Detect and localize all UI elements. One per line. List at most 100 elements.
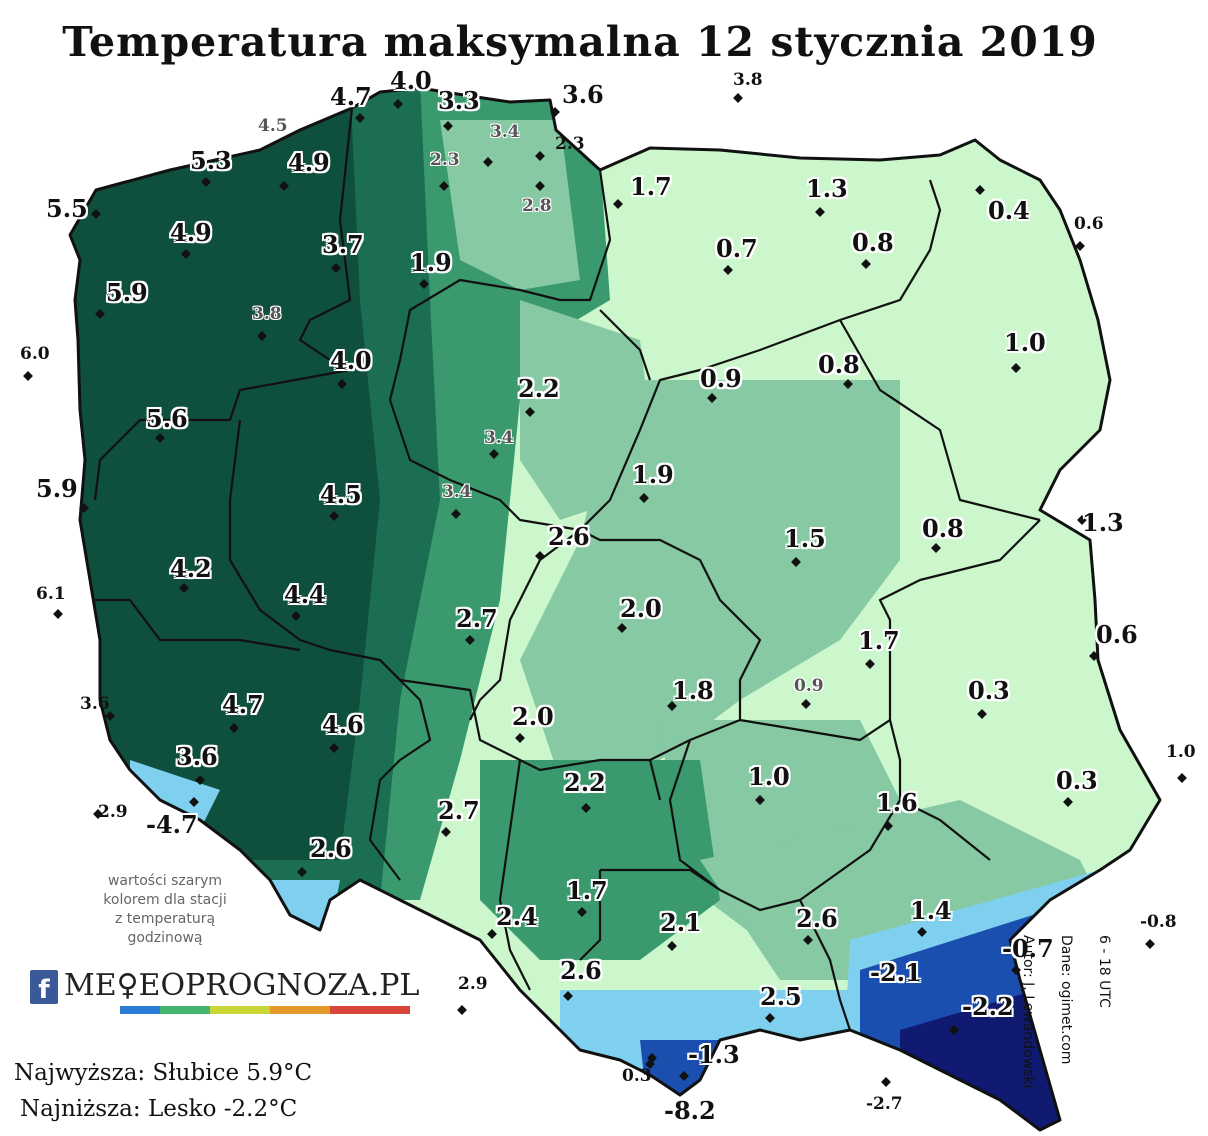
station-temperature: 5.9: [106, 278, 148, 307]
station-temperature: -2.7: [866, 1094, 903, 1114]
station-marker: [291, 163, 301, 173]
station-temperature: 4.9: [288, 148, 330, 177]
station-temperature: 3.4: [442, 482, 472, 502]
station-marker: [23, 371, 33, 381]
station-marker: [707, 393, 717, 403]
station-marker: [861, 259, 871, 269]
author-credit: Autor: J. Lewandowski: [1020, 935, 1036, 1089]
station-marker: [581, 803, 591, 813]
station-temperature: 0.4: [988, 196, 1030, 225]
time-range-credit: 6 - 18 UTC: [1096, 935, 1112, 1008]
station-temperature: 4.0: [330, 346, 372, 375]
station-marker: [535, 151, 545, 161]
station-marker: [723, 265, 733, 275]
station-temperature: 4.2: [170, 554, 212, 583]
station-marker: [419, 279, 429, 289]
lowest-temperature: Najniższa: Lesko -2.2°C: [20, 1096, 298, 1122]
station-temperature: 0.3: [1056, 766, 1098, 795]
station-temperature: 3.6: [562, 80, 604, 109]
station-markers: [23, 93, 1187, 1087]
station-marker: [525, 407, 535, 417]
station-marker: [337, 379, 347, 389]
station-temperature: 1.7: [566, 876, 608, 905]
station-marker: [1077, 515, 1087, 525]
station-temperature: 0.9: [700, 364, 742, 393]
station-temperature: 2.0: [512, 702, 554, 731]
station-temperature: 2.0: [620, 594, 662, 623]
station-marker: [613, 199, 623, 209]
station-temperature: 2.2: [518, 374, 560, 403]
station-temperature: 2.6: [796, 904, 838, 933]
data-source-credit: Dane: ogimet.com: [1058, 935, 1074, 1065]
station-temperature: 5.6: [146, 404, 188, 433]
highest-temperature: Najwyższa: Słubice 5.9°C: [14, 1060, 313, 1086]
station-temperature: 2.3: [555, 134, 585, 154]
facebook-icon[interactable]: f: [30, 970, 58, 1005]
station-marker: [329, 743, 339, 753]
station-marker: [181, 249, 191, 259]
station-marker: [1011, 965, 1021, 975]
station-marker: [865, 659, 875, 669]
station-marker: [195, 775, 205, 785]
station-temperature: 1.7: [630, 172, 672, 201]
station-marker: [189, 797, 199, 807]
note-line: godzinową: [127, 930, 203, 946]
station-marker: [489, 449, 499, 459]
station-marker: [883, 821, 893, 831]
station-marker: [457, 1005, 467, 1015]
station-temperature: 3.8: [733, 70, 763, 90]
station-temperature: 3.3: [438, 86, 480, 115]
station-marker: [931, 543, 941, 553]
station-marker: [105, 711, 115, 721]
station-marker: [279, 181, 289, 191]
station-temperature: 2.7: [438, 796, 480, 825]
station-temperature: 0.3: [622, 1066, 652, 1086]
station-temperature: 4.4: [284, 580, 326, 609]
station-marker: [483, 157, 493, 167]
station-marker: [815, 207, 825, 217]
station-temperature: 4.5: [320, 480, 362, 509]
station-temperature: 1.3: [1082, 508, 1124, 537]
station-temperature: 0.8: [852, 228, 894, 257]
station-temperature: 3.6: [176, 742, 218, 771]
station-temperature: 1.4: [910, 896, 952, 925]
station-marker: [1145, 939, 1155, 949]
station-marker: [977, 709, 987, 719]
station-temperature: 2.6: [548, 522, 590, 551]
station-marker: [667, 701, 677, 711]
station-marker: [201, 177, 211, 187]
station-temperature: 2.6: [560, 956, 602, 985]
station-temperature: 1.6: [876, 788, 918, 817]
station-marker: [91, 209, 101, 219]
station-temperature: 0.6: [1074, 214, 1104, 234]
station-temperature: 1.9: [632, 460, 674, 489]
station-temperature: 1.0: [1004, 328, 1046, 357]
station-marker: [331, 263, 341, 273]
station-temperature: 6.1: [36, 584, 66, 604]
station-marker: [487, 929, 497, 939]
station-marker: [179, 583, 189, 593]
station-marker: [535, 181, 545, 191]
station-temperature: 1.9: [410, 248, 452, 277]
credits: Autor: J. Lewandowski Dane: ogimet.com 6…: [1020, 935, 1140, 1125]
station-temperature: 3.6: [80, 694, 110, 714]
station-marker: [791, 557, 801, 567]
station-marker: [1011, 363, 1021, 373]
station-marker: [1063, 797, 1073, 807]
station-marker: [451, 509, 461, 519]
station-temperature: 2.3: [430, 150, 460, 170]
note-line: z temperaturą: [114, 911, 216, 927]
station-temperature: 6.0: [20, 344, 50, 364]
station-temperature: 1.8: [672, 676, 714, 705]
station-marker: [949, 1025, 959, 1035]
station-temperature: 1.7: [858, 626, 900, 655]
note-line: wartości szarym: [107, 873, 223, 889]
station-marker: [617, 623, 627, 633]
station-temperature: 4.5: [258, 116, 288, 136]
station-temperature: -2.2: [962, 992, 1014, 1021]
station-marker: [550, 107, 560, 117]
station-temperature: 3.4: [484, 428, 514, 448]
station-temperature: 0.3: [968, 676, 1010, 705]
station-temperature: 1.0: [1166, 742, 1196, 762]
